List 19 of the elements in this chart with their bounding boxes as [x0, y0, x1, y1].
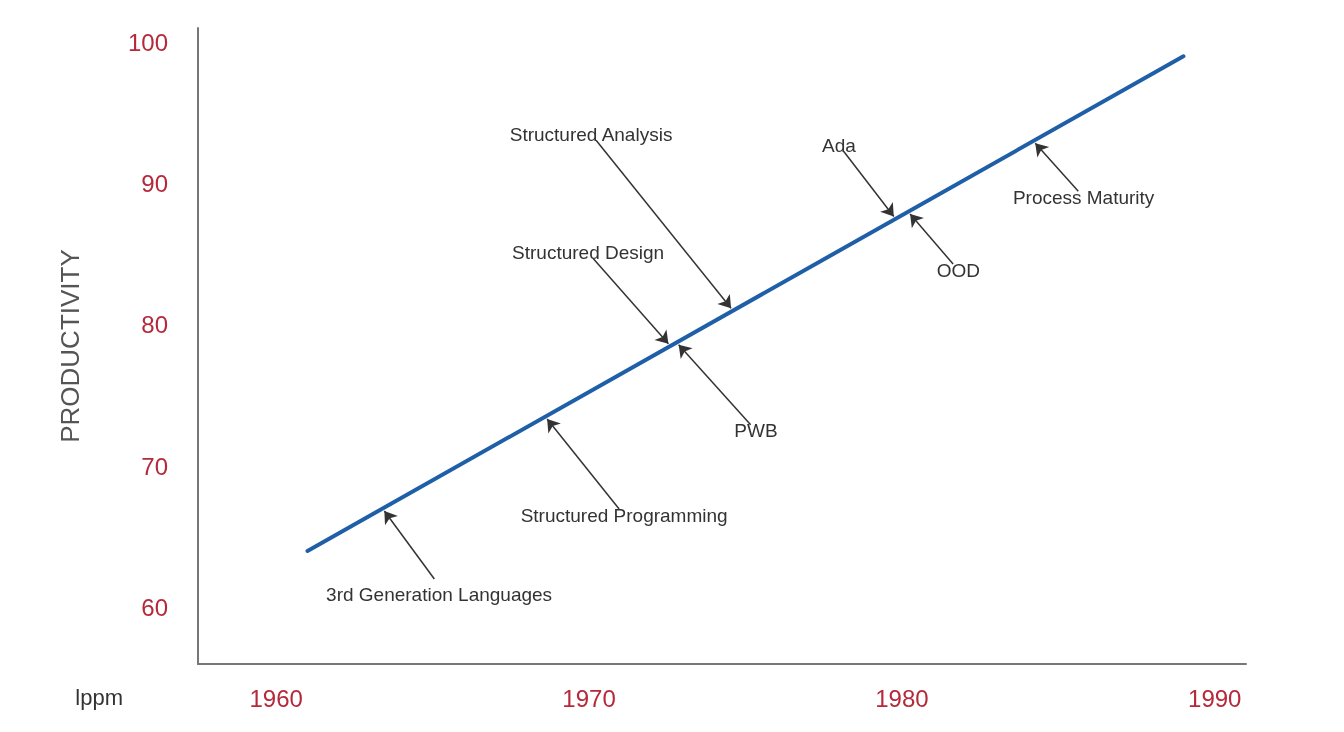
x-tick-label: 1990 [1188, 684, 1242, 712]
y-tick-label: 80 [141, 311, 168, 339]
annotation: Structured Analysis [509, 123, 673, 145]
annotation: PWB [734, 420, 778, 442]
x-tick-label: 1980 [875, 684, 929, 712]
y-axis-title: PRODUCTIVITY [55, 249, 85, 443]
x-tick-label: 1960 [249, 684, 303, 712]
annotation: Process Maturity [1012, 186, 1155, 208]
y-tick-label: 100 [127, 28, 168, 56]
y-tick-label: 90 [141, 169, 168, 197]
annotation: Ada [822, 134, 857, 156]
x-tick-label: 1970 [562, 684, 616, 712]
y-tick-label: 60 [141, 593, 168, 621]
annotation: OOD [936, 259, 980, 281]
x-axis-title: lppm [75, 684, 123, 710]
y-tick-label: 70 [141, 452, 168, 480]
annotation: Structured Programming [520, 504, 728, 526]
annotation: Structured Design [512, 242, 665, 264]
annotation: 3rd Generation Languages [326, 584, 553, 606]
